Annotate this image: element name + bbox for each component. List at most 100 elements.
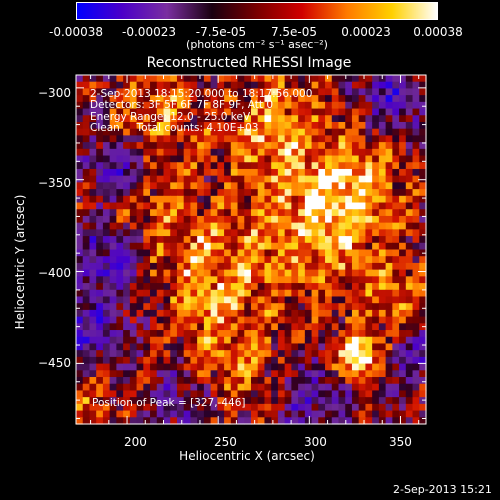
heatmap-cell: [82, 148, 91, 157]
heatmap-cell: [150, 256, 158, 264]
heatmap-cell: [89, 155, 97, 163]
heatmap-cell: [331, 309, 340, 318]
heatmap-cell: [183, 222, 192, 230]
heatmap-cell: [331, 229, 340, 237]
heatmap-cell: [399, 283, 407, 291]
heatmap-cell: [237, 249, 245, 257]
heatmap-cell: [230, 175, 239, 183]
heatmap-cell: [197, 175, 205, 183]
heatmap-cell: [298, 236, 306, 244]
heatmap-cell: [156, 101, 165, 110]
heatmap-cell: [136, 363, 144, 371]
heatmap-cell: [284, 95, 292, 103]
heatmap-cell: [345, 202, 353, 210]
heatmap-cell: [170, 135, 178, 143]
heatmap-cell: [304, 162, 313, 170]
heatmap-cell: [298, 182, 306, 190]
heatmap-cell: [197, 215, 205, 224]
heatmap-cell: [96, 209, 104, 217]
heatmap-cell: [372, 121, 380, 130]
heatmap-cell: [109, 135, 117, 143]
heatmap-cell: [244, 269, 252, 277]
heatmap-cell: [251, 108, 259, 116]
heatmap-cell: [244, 209, 252, 217]
heatmap-cell: [102, 135, 111, 143]
heatmap-cell: [116, 155, 124, 163]
heatmap-cell: [183, 417, 192, 425]
heatmap-cell: [318, 303, 326, 311]
heatmap-cell: [331, 189, 340, 197]
heatmap-cell: [96, 256, 104, 264]
heatmap-cell: [338, 390, 346, 398]
heatmap-cell: [116, 222, 124, 230]
heatmap-cell: [82, 175, 91, 183]
heatmap-cell: [284, 323, 292, 331]
heatmap-cell: [150, 336, 158, 345]
heatmap-cell: [237, 81, 245, 90]
heatmap-cell: [143, 88, 151, 96]
heatmap-cell: [419, 383, 427, 392]
heatmap-cell: [419, 350, 427, 358]
heatmap-cell: [291, 75, 299, 83]
heatmap-cell: [123, 269, 131, 277]
heatmap-cell: [203, 323, 212, 331]
heatmap-cell: [318, 370, 326, 378]
heatmap-cell: [351, 383, 360, 392]
heatmap-cell: [203, 410, 212, 418]
heatmap-cell: [203, 75, 212, 83]
heatmap-cell: [136, 410, 144, 418]
heatmap-cell: [271, 269, 279, 277]
heatmap-cell: [351, 249, 360, 257]
heatmap-cell: [176, 336, 185, 345]
heatmap-cell: [311, 316, 319, 324]
heatmap-cell: [156, 276, 165, 284]
heatmap-cell: [176, 303, 185, 311]
heatmap-cell: [378, 229, 387, 237]
heatmap-cell: [284, 262, 292, 271]
heatmap-cell: [109, 316, 117, 324]
heatmap-cell: [170, 215, 178, 224]
heatmap-cell: [338, 323, 346, 331]
heatmap-cell: [264, 330, 272, 338]
x-tick-label: 200: [124, 435, 147, 449]
heatmap-cell: [217, 249, 225, 257]
heatmap-cell: [405, 377, 414, 385]
heatmap-cell: [251, 276, 259, 284]
heatmap-cell: [136, 397, 144, 405]
heatmap-cell: [412, 229, 420, 237]
heatmap-cell: [102, 242, 111, 251]
heatmap-cell: [170, 142, 178, 150]
heatmap-cell: [76, 356, 84, 365]
heatmap-cell: [170, 289, 178, 298]
heatmap-cell: [257, 316, 266, 324]
heatmap-cell: [244, 330, 252, 338]
heatmap-cell: [284, 249, 292, 257]
heatmap-cell: [338, 115, 346, 123]
heatmap-cell: [351, 330, 360, 338]
heatmap-cell: [190, 75, 198, 83]
heatmap-cell: [89, 309, 97, 318]
heatmap-cell: [190, 168, 198, 177]
heatmap-cell: [298, 417, 306, 425]
heatmap-cell: [345, 330, 353, 338]
heatmap-cell: [102, 383, 111, 392]
heatmap-cell: [372, 323, 380, 331]
heatmap-cell: [378, 356, 387, 365]
heatmap-cell: [318, 115, 326, 123]
heatmap-cell: [224, 323, 232, 331]
heatmap-cell: [89, 142, 97, 150]
heatmap-cell: [183, 121, 192, 130]
heatmap-cell: [351, 269, 360, 277]
heatmap-cell: [412, 343, 420, 351]
heatmap-cell: [163, 269, 171, 277]
heatmap-cell: [251, 202, 259, 210]
heatmap-cell: [176, 269, 185, 277]
heatmap-cell: [419, 142, 427, 150]
heatmap-cell: [197, 363, 205, 371]
heatmap-cell: [405, 343, 414, 351]
heatmap-cell: [197, 222, 205, 230]
heatmap-cell: [143, 316, 151, 324]
heatmap-cell: [251, 189, 259, 197]
heatmap-cell: [116, 343, 124, 351]
heatmap-cell: [271, 363, 279, 371]
